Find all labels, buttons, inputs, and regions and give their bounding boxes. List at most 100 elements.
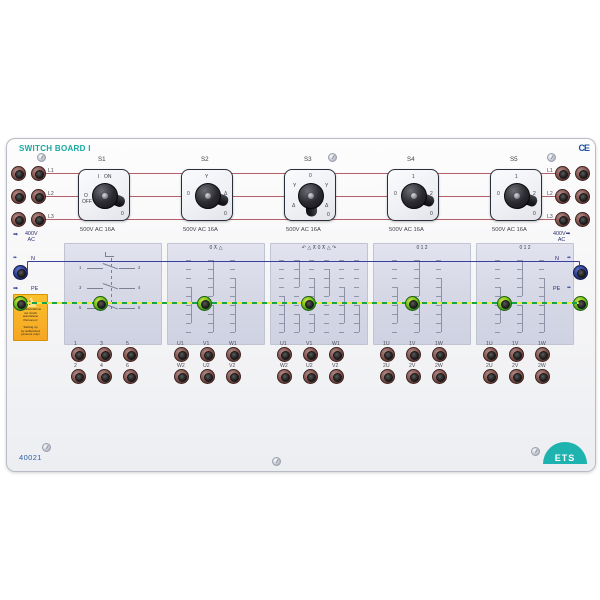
- socket-r-l2-b[interactable]: [575, 189, 590, 204]
- switch-position-mark: 2: [533, 191, 536, 197]
- neutral-label-left: N: [31, 256, 35, 262]
- rotary-switch-s1[interactable]: I ON O OFF 0: [78, 169, 130, 221]
- socket-earth-tap[interactable]: [497, 296, 512, 311]
- socket-neutral-right[interactable]: [573, 265, 588, 280]
- diagram-bridge: [397, 287, 398, 323]
- diagram-contact-tick: [208, 260, 213, 261]
- socket-l2-b[interactable]: [31, 189, 46, 204]
- terminal-label: U1: [280, 341, 287, 347]
- terminal-label: 1V: [512, 341, 519, 347]
- socket-l3-a[interactable]: [11, 212, 26, 227]
- diagram-bridge: [314, 278, 315, 305]
- rotary-switch-s3[interactable]: 0 Y Y Δ Δ 0: [284, 169, 336, 221]
- socket-neutral-left[interactable]: [13, 265, 28, 280]
- terminal-socket-v1[interactable]: [303, 347, 318, 362]
- terminal-socket-2w[interactable]: [432, 369, 447, 384]
- diagram-contact-tick: [339, 314, 344, 315]
- switch-knob[interactable]: [401, 183, 427, 209]
- terminal-socket-u2[interactable]: [200, 369, 215, 384]
- terminal-socket-u2[interactable]: [303, 369, 318, 384]
- rotary-switch-s4[interactable]: 1 0 2 0: [387, 169, 439, 221]
- terminal-label: 2W: [435, 363, 443, 369]
- switch-knob[interactable]: [298, 183, 324, 209]
- terminal-socket-3[interactable]: [97, 347, 112, 362]
- socket-earth-right[interactable]: [573, 296, 588, 311]
- terminal-socket-u1[interactable]: [277, 347, 292, 362]
- terminal-socket-w1[interactable]: [226, 347, 241, 362]
- socket-r-l3-b[interactable]: [575, 212, 590, 227]
- diagram-header: 0 1 2: [416, 245, 428, 251]
- terminal-label: 1W: [435, 341, 443, 347]
- switch-position-mark: 0: [394, 191, 397, 197]
- terminal-socket-1[interactable]: [71, 347, 86, 362]
- terminal-label: 1W: [538, 341, 546, 347]
- switch-name-s1: S1: [98, 156, 106, 163]
- socket-r-l1-b[interactable]: [575, 166, 590, 181]
- terminal-socket-w2[interactable]: [174, 369, 189, 384]
- diagram-contact-tick: [294, 305, 299, 306]
- diagram-contact-tick: [294, 260, 299, 261]
- socket-earth-tap[interactable]: [301, 296, 316, 311]
- switch-knob[interactable]: [504, 183, 530, 209]
- terminal-socket-4[interactable]: [97, 369, 112, 384]
- switch-knob[interactable]: [195, 183, 221, 209]
- diagram-header: ↶ △ ⊼ 0 ⊼ △ ↷: [301, 245, 337, 251]
- terminal-socket-1v[interactable]: [509, 347, 524, 362]
- screw-icon: [42, 443, 51, 452]
- socket-earth-tap[interactable]: [197, 296, 212, 311]
- switch-rating-s3: 500V AC 16A: [286, 227, 321, 233]
- diagram-bridge: [419, 305, 420, 332]
- socket-r-l3-a[interactable]: [555, 212, 570, 227]
- terminal-socket-w1[interactable]: [329, 347, 344, 362]
- terminal-socket-1w[interactable]: [432, 347, 447, 362]
- terminal-socket-2[interactable]: [71, 369, 86, 384]
- switch-knob[interactable]: [92, 183, 118, 209]
- diagram-header: 0 1 2: [519, 245, 531, 251]
- diagram-contact-tick: [208, 287, 213, 288]
- terminal-socket-u1[interactable]: [174, 347, 189, 362]
- terminal-socket-2v[interactable]: [509, 369, 524, 384]
- terminal-label: 2V: [512, 363, 519, 369]
- socket-earth-tap[interactable]: [93, 296, 108, 311]
- switch-board-panel: SWITCH BOARD I 40021 CE L1 L2: [6, 138, 596, 472]
- terminal-socket-v2[interactable]: [226, 369, 241, 384]
- diagram-contact-tick: [339, 287, 344, 288]
- model-number: 40021: [19, 453, 42, 462]
- socket-l3-b[interactable]: [31, 212, 46, 227]
- diagram-contact-tick: [230, 296, 235, 297]
- terminal-socket-v2[interactable]: [329, 369, 344, 384]
- rotary-switch-s2[interactable]: Y 0 Δ 0: [181, 169, 233, 221]
- socket-r-l2-a[interactable]: [555, 189, 570, 204]
- terminal-socket-w2[interactable]: [277, 369, 292, 384]
- diagram-contact-tick: [186, 269, 191, 270]
- diagram-bridge: [284, 296, 285, 332]
- socket-r-l1-a[interactable]: [555, 166, 570, 181]
- socket-l1-b[interactable]: [31, 166, 46, 181]
- diagram-contact-tick: [294, 332, 299, 333]
- diagram-contact-tick: [495, 314, 500, 315]
- rotary-switch-s5[interactable]: 1 0 2 0: [490, 169, 542, 221]
- diagram-bridge: [419, 260, 420, 296]
- socket-earth-left[interactable]: [13, 296, 28, 311]
- terminal-socket-2w[interactable]: [535, 369, 550, 384]
- page-title: SWITCH BOARD I: [19, 144, 91, 153]
- terminal-socket-1u[interactable]: [380, 347, 395, 362]
- terminal-socket-1v[interactable]: [406, 347, 421, 362]
- terminal-socket-2u[interactable]: [380, 369, 395, 384]
- diagram-contact-tick: [517, 314, 522, 315]
- socket-l1-a[interactable]: [11, 166, 26, 181]
- diagram-contact-tick: [324, 278, 329, 279]
- terminal-socket-1u[interactable]: [483, 347, 498, 362]
- diagram-contact-tick: [309, 314, 314, 315]
- terminal-socket-1w[interactable]: [535, 347, 550, 362]
- terminal-socket-v1[interactable]: [200, 347, 215, 362]
- socket-l2-a[interactable]: [11, 189, 26, 204]
- terminal-socket-2v[interactable]: [406, 369, 421, 384]
- diagram-contact-tick: [230, 305, 235, 306]
- terminal-socket-6[interactable]: [123, 369, 138, 384]
- terminal-socket-2u[interactable]: [483, 369, 498, 384]
- socket-earth-tap[interactable]: [405, 296, 420, 311]
- terminal-socket-5[interactable]: [123, 347, 138, 362]
- diagram-contact-tick: [230, 323, 235, 324]
- diagram-contact-tick: [539, 323, 544, 324]
